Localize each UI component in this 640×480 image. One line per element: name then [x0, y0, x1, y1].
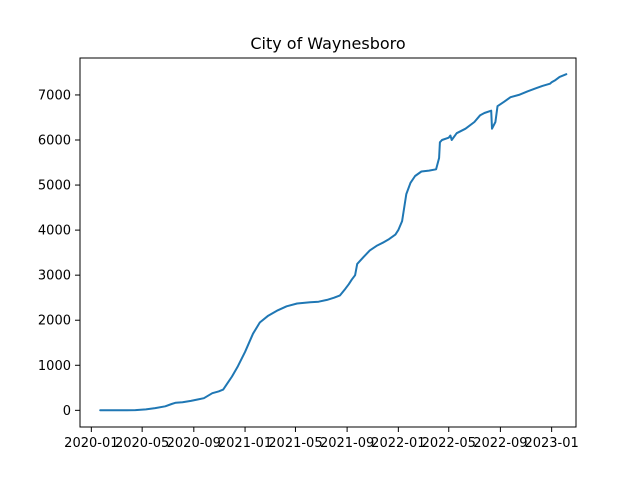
plot-area-frame — [79, 57, 577, 428]
x-tick-label: 2020-01 — [64, 436, 118, 451]
x-tick-label: 2022-09 — [473, 436, 527, 451]
y-tick-label: 4000 — [38, 224, 71, 239]
x-tick-label: 2020-05 — [115, 436, 169, 451]
series-line — [99, 73, 568, 412]
y-tick-label: 6000 — [38, 134, 71, 149]
y-axis-ticks: 0 1000 2000 3000 4000 5000 6000 7000 — [38, 88, 80, 419]
x-tick-label: 2020-09 — [167, 436, 221, 451]
y-tick-label: 1000 — [38, 359, 71, 374]
y-tick-label: 2000 — [38, 314, 71, 329]
x-tick-label: 2021-01 — [218, 436, 272, 451]
x-tick-label: 2023-01 — [524, 436, 578, 451]
y-tick-label: 7000 — [38, 88, 71, 103]
x-tick-label: 2022-01 — [371, 436, 425, 451]
chart-title: City of Waynesboro — [250, 34, 405, 53]
y-tick-label: 3000 — [38, 269, 71, 284]
x-tick-label: 2022-05 — [422, 436, 476, 451]
x-tick-label: 2021-09 — [320, 436, 374, 451]
y-tick-label: 0 — [63, 404, 71, 419]
x-axis-ticks: 2020-012020-052020-092021-012021-052021-… — [64, 427, 579, 451]
x-tick-label: 2021-05 — [268, 436, 322, 451]
y-tick-label: 5000 — [38, 179, 71, 194]
